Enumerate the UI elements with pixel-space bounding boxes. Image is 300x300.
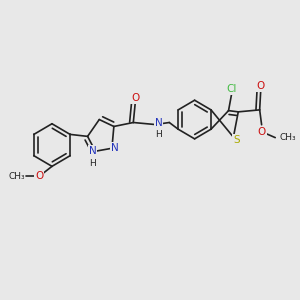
Text: O: O — [256, 81, 265, 91]
Text: O: O — [257, 127, 266, 137]
Text: N: N — [155, 118, 163, 128]
Text: O: O — [131, 93, 140, 103]
Text: N: N — [88, 146, 96, 156]
Text: H: H — [155, 130, 162, 139]
Text: O: O — [35, 171, 44, 181]
Text: H: H — [89, 159, 96, 168]
Text: S: S — [233, 135, 240, 145]
Text: N: N — [111, 143, 119, 153]
Text: Cl: Cl — [226, 84, 237, 94]
Text: CH₃: CH₃ — [8, 172, 25, 181]
Text: CH₃: CH₃ — [279, 133, 296, 142]
